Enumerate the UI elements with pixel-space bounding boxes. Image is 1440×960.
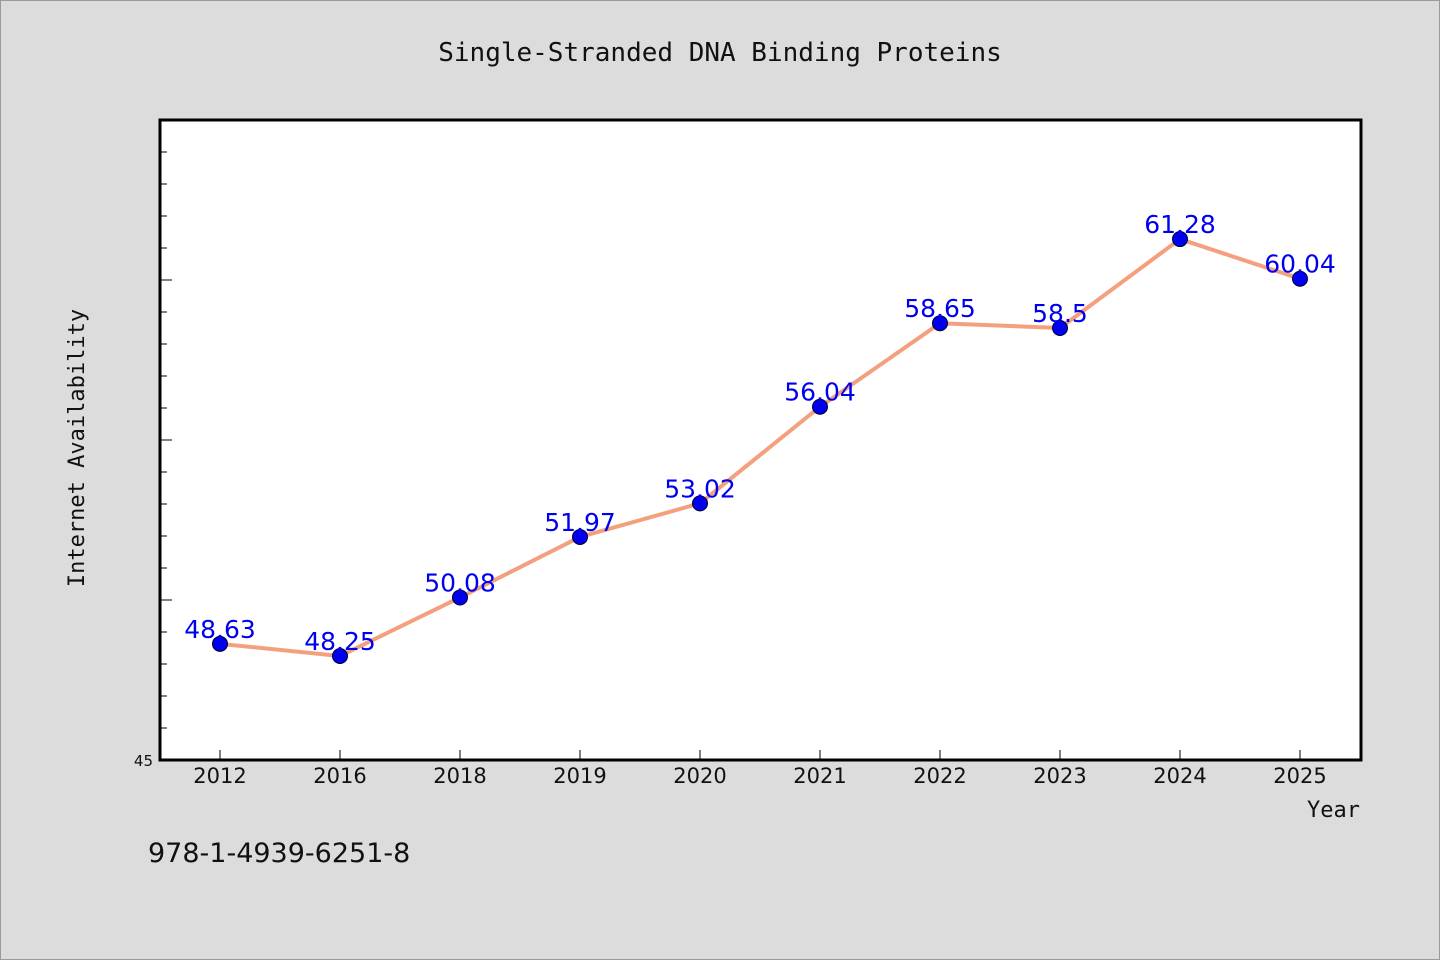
data-label: 60.04 (1264, 250, 1336, 279)
data-label: 48.25 (304, 627, 376, 656)
data-point (332, 648, 348, 664)
data-point (572, 528, 588, 545)
data-markers (212, 231, 1308, 664)
data-label: 50.08 (424, 568, 496, 597)
x-tick-label: 2020 (673, 764, 726, 788)
data-label: 51.97 (544, 508, 616, 537)
y-tick-label-min: 45 (134, 752, 153, 770)
y-axis-ticks (160, 151, 172, 729)
data-point (812, 398, 828, 415)
x-tick-label: 2022 (913, 764, 966, 788)
x-tick-label: 2025 (1273, 764, 1326, 788)
data-point (1052, 320, 1068, 336)
x-axis-label: Year (1307, 798, 1360, 823)
x-tick-label: 2016 (313, 764, 366, 788)
data-labels: 48.63 48.25 50.08 51.97 53.02 56.04 58.65 58.5 6… (184, 210, 1336, 656)
series-line (219, 237, 1301, 658)
y-axis-label: Internet Availability (65, 309, 90, 587)
x-tick-label: 2019 (553, 764, 606, 788)
data-label: 48.63 (184, 615, 256, 644)
x-tick-label: 2024 (1153, 764, 1206, 788)
x-tick-label: 2021 (793, 764, 846, 788)
data-point (212, 635, 228, 652)
x-axis-ticks: 2012 2016 2018 2019 2020 2021 2022 2023 2024 2025 (193, 750, 1327, 788)
data-label: 53.02 (664, 474, 736, 503)
data-label: 61.28 (1144, 210, 1216, 239)
data-point (1292, 270, 1308, 287)
data-point (692, 495, 708, 512)
data-label: 56.04 (784, 378, 856, 407)
x-tick-label: 2012 (193, 764, 246, 788)
data-point (932, 315, 948, 332)
footnote-isbn: 978-1-4939-6251-8 (148, 838, 410, 869)
x-tick-label: 2018 (433, 764, 486, 788)
data-point (1172, 231, 1188, 248)
x-tick-label: 2023 (1033, 764, 1086, 788)
chart-title: Single-Stranded DNA Binding Proteins (438, 38, 1002, 68)
data-label: 58.65 (904, 294, 976, 323)
data-label: 58.5 (1032, 299, 1088, 328)
plot-area (158, 118, 1363, 762)
data-point (452, 589, 468, 606)
